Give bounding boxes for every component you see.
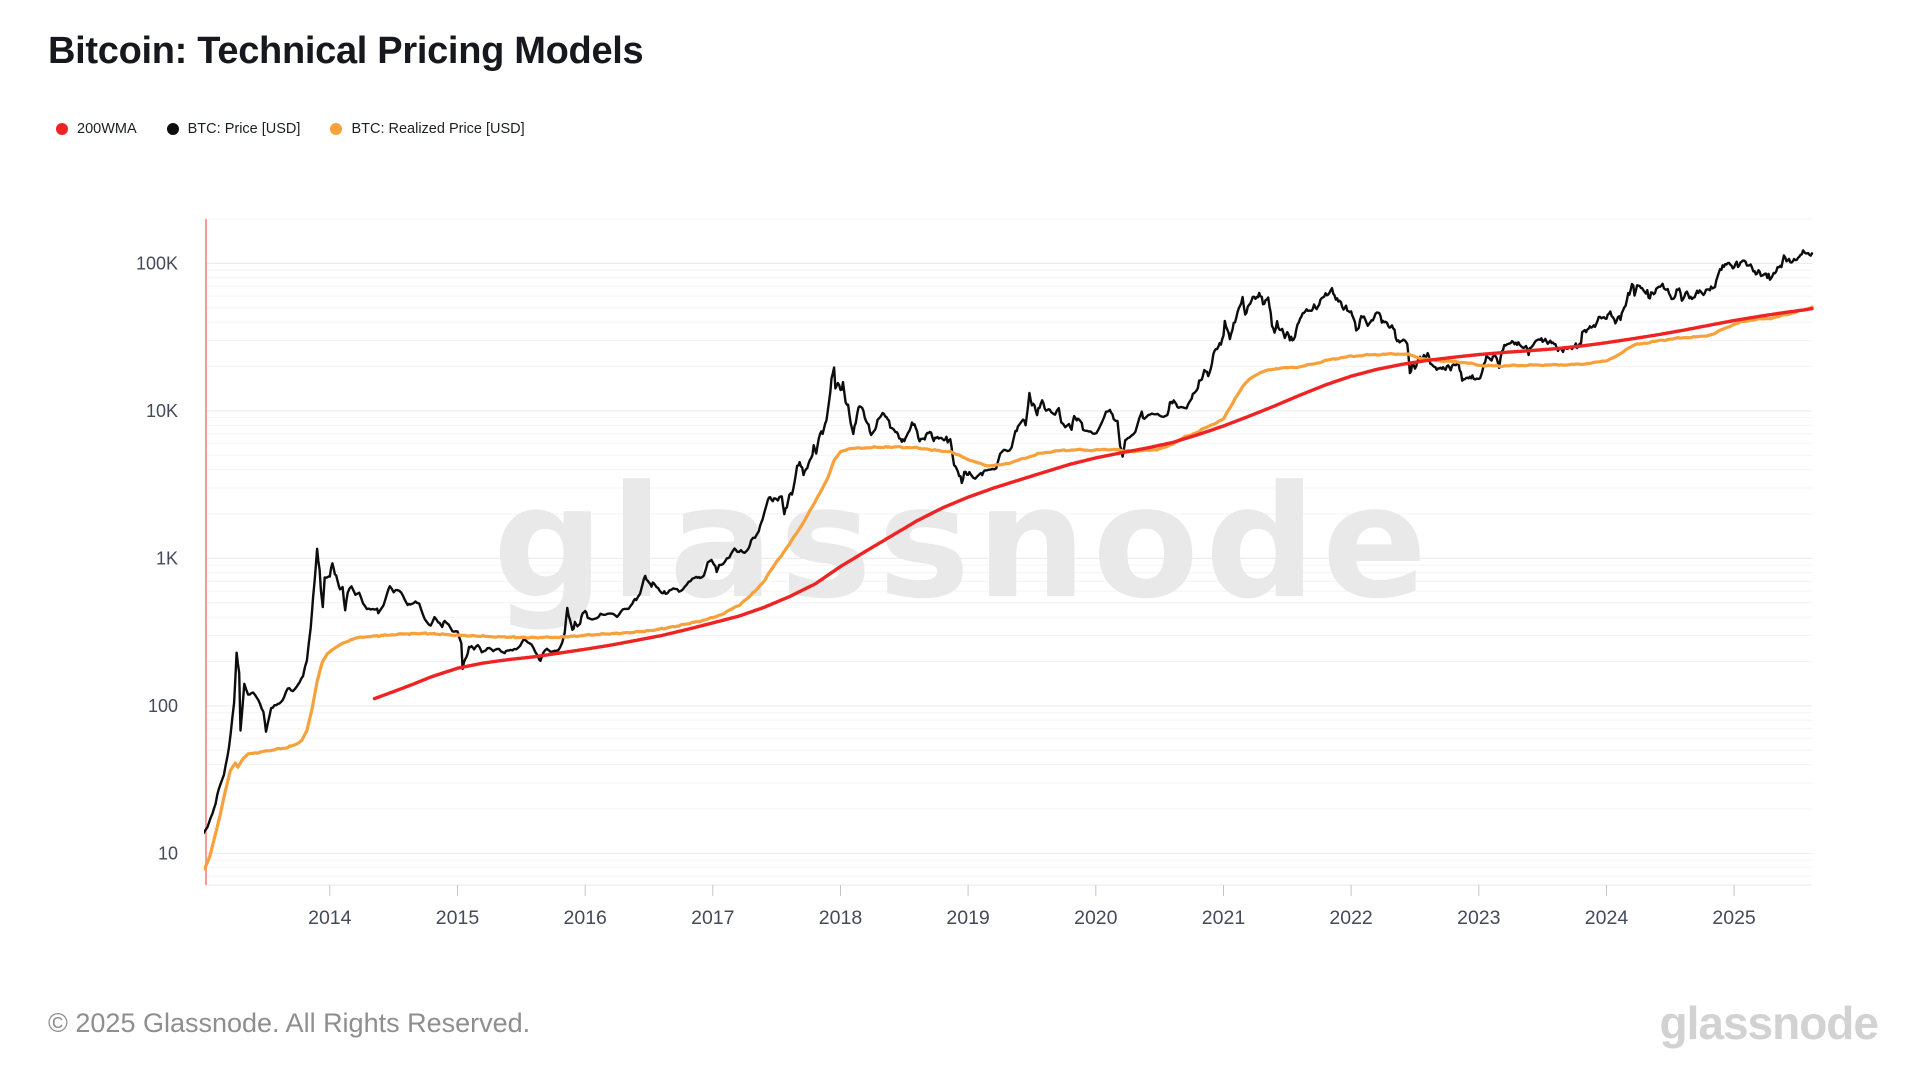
axis-layer: 2014 2015 2016 2017 2018 2019 2020 2021 2022 2023… [136,219,1812,929]
x-tick-label: 2022 [1329,907,1372,929]
y-tick-label: 10 [158,843,178,863]
series-layer [204,249,1814,871]
chart-title: Bitcoin: Technical Pricing Models [48,30,644,72]
x-tick-label: 2021 [1202,907,1245,929]
x-tick-label: 2014 [308,907,352,929]
legend-item-200wma[interactable]: 200WMA [56,121,137,137]
y-tick-label: 10K [146,401,178,421]
glassnode-watermark: glassnode [493,452,1433,633]
legend-item-btc-price[interactable]: BTC: Price [USD] [166,121,301,137]
legend-label-200wma: 200WMA [77,121,137,137]
x-tick-label: 2020 [1074,907,1118,929]
x-tick-label: 2017 [691,907,734,929]
legend-dot-btc-price-icon [166,123,179,135]
legend-label-btc-price: BTC: Price [USD] [187,121,301,137]
legend: 200WMA BTC: Price [USD] BTC: Realized Pr… [56,121,525,137]
x-tick-label: 2025 [1712,907,1756,929]
y-tick-label: 1K [156,548,178,568]
y-tick-label: 100K [136,253,178,273]
x-tick-label: 2016 [564,907,607,929]
x-tick-label: 2018 [819,907,862,929]
legend-label-btc-realized-price: BTC: Realized Price [USD] [351,121,525,137]
series-wma-200 [372,306,1814,701]
x-tick-label: 2015 [436,907,480,929]
glassnode-logo: glassnode [1659,997,1879,1049]
x-tick-label: 2024 [1585,907,1629,929]
copyright-text: © 2025 Glassnode. All Rights Reserved. [48,1008,531,1038]
x-tick-label: 2023 [1457,907,1500,929]
legend-dot-btc-realized-price-icon [330,123,343,135]
legend-item-btc-realized-price[interactable]: BTC: Realized Price [USD] [330,121,525,137]
legend-dot-200wma-icon [56,123,68,135]
y-tick-label: 100 [148,696,178,716]
x-tick-label: 2019 [946,907,989,929]
series-btc-realized-price [204,305,1814,871]
